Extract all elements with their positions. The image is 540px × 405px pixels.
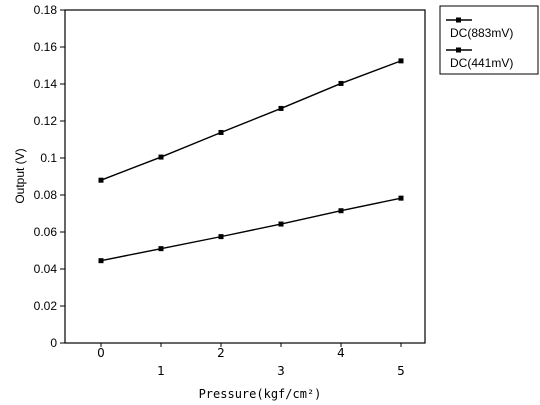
data-point <box>278 105 284 111</box>
data-point <box>398 58 404 64</box>
x-tick-label: 4 <box>337 346 345 360</box>
legend-marker <box>456 47 461 53</box>
y-tick-label: 0.18 <box>34 3 58 17</box>
data-point <box>158 246 164 252</box>
legend-box <box>439 5 539 75</box>
y-tick-label: 0.06 <box>34 225 58 239</box>
data-point <box>158 154 164 160</box>
series-line <box>100 197 402 262</box>
plot-frame <box>64 9 426 344</box>
data-point <box>98 177 104 183</box>
y-tick-label: 0.02 <box>34 299 58 313</box>
x-tick-label: 5 <box>397 364 405 378</box>
y-tick-label: 0.14 <box>34 77 58 91</box>
series-layer <box>98 58 404 264</box>
x-tick-label: 3 <box>277 364 285 378</box>
data-point <box>338 208 344 214</box>
y-tick-label: 0.12 <box>34 114 58 128</box>
data-point <box>338 80 344 86</box>
legend-items: DC(883mV) DC(441mV) <box>446 17 513 70</box>
legend: DC(883mV) DC(441mV) <box>439 5 539 75</box>
legend-marker <box>456 17 461 23</box>
data-point <box>98 258 104 264</box>
y-tick-label: 0.1 <box>40 151 57 165</box>
y-axis-ticks: 0 0.02 0.04 0.06 0.08 0.1 0.12 0.14 0.16 0.18 <box>34 3 65 350</box>
x-axis-label: Pressure(kgf/cm²) <box>199 387 322 401</box>
y-tick-label: 0 <box>50 336 57 350</box>
data-point <box>278 221 284 227</box>
x-tick-label: 1 <box>157 364 165 378</box>
data-point <box>218 234 224 240</box>
data-point <box>218 129 224 135</box>
legend-label: DC(441mV) <box>450 56 513 70</box>
y-tick-label: 0.08 <box>34 188 58 202</box>
x-axis-ticks: 0 1 2 3 4 5 <box>97 343 405 378</box>
x-tick-label: 2 <box>217 346 225 360</box>
y-tick-label: 0.04 <box>34 262 58 276</box>
y-tick-label: 0.16 <box>34 40 58 54</box>
legend-label: DC(883mV) <box>450 26 513 40</box>
x-tick-label: 0 <box>97 346 105 360</box>
y-axis-label: Output (V) <box>13 148 27 203</box>
series-line <box>100 60 402 181</box>
data-point <box>398 195 404 201</box>
